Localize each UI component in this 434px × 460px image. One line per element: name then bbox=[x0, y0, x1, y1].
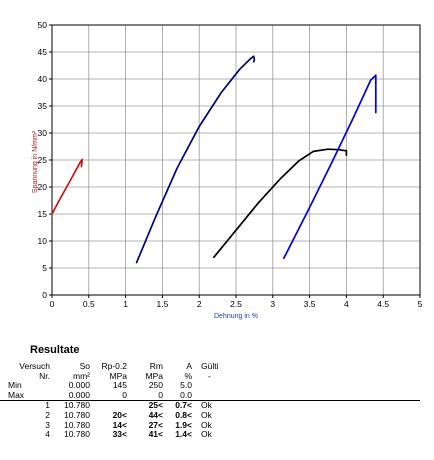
x-tick-label: 0.5 bbox=[83, 299, 95, 309]
y-tick-label: 20 bbox=[38, 182, 48, 192]
results-row-1: 1 10.780 25< 0.7< Ok bbox=[0, 401, 420, 411]
x-tick-label: 3 bbox=[270, 299, 275, 309]
unit-rp: MPa bbox=[109, 370, 127, 381]
results-row-2: 2 10.780 20< 44< 0.8< Ok bbox=[0, 409, 420, 421]
series-line-2 bbox=[135, 55, 256, 264]
row-a: 1.4< bbox=[175, 429, 192, 440]
col-header-versuch: Versuch bbox=[19, 361, 50, 371]
row-a: 0.8< bbox=[175, 409, 192, 420]
x-tick-label: 4 bbox=[344, 299, 349, 309]
max-gueltig bbox=[192, 390, 420, 402]
col-header-rm: Rm bbox=[149, 361, 163, 371]
y-tick-label: 5 bbox=[42, 263, 47, 273]
y-axis-label: Spannung in N/mm² bbox=[32, 130, 39, 193]
unit-a: % bbox=[184, 370, 192, 381]
x-tick-labels: 0 0.5 1 1.5 2 2.5 3 3.5 4 4.5 5 bbox=[50, 299, 423, 309]
row-rm: 44< bbox=[148, 409, 163, 420]
stress-strain-chart: 0 0.5 1 1.5 2 2.5 3 3.5 4 4.5 5 0 5 10 15 20 25 30 35 40 45… bbox=[32, 20, 423, 320]
col-header-rp: Rp-0.2 bbox=[101, 361, 127, 371]
y-tick-label: 40 bbox=[38, 74, 48, 84]
min-label: Min bbox=[8, 380, 22, 391]
series-line-4 bbox=[282, 74, 377, 260]
results-max-row: Max 0.000 0 0 0.0 bbox=[0, 390, 420, 402]
row-rm: 25< bbox=[148, 400, 163, 411]
row-rp: 20< bbox=[112, 409, 127, 420]
x-tick-label: 5 bbox=[418, 299, 423, 309]
col-header-so: So bbox=[79, 361, 90, 371]
min-rp: 145 bbox=[112, 380, 127, 391]
results-title: Resultate bbox=[30, 344, 80, 356]
y-tick-label: 30 bbox=[38, 128, 48, 138]
results-min-row: Min 0.000 145 250 5.0 bbox=[0, 381, 420, 391]
y-tick-label: 35 bbox=[38, 101, 48, 111]
row-so: 10.780 bbox=[64, 429, 90, 440]
row-gueltig: Ok bbox=[201, 400, 212, 411]
col-header-a: A bbox=[186, 361, 192, 371]
x-tick-label: 2.5 bbox=[230, 299, 242, 309]
row-rm: 27< bbox=[148, 419, 163, 430]
results-header-row-2: Nr. mm² MPa MPa % - bbox=[0, 370, 420, 382]
unit-gueltig: - bbox=[208, 370, 211, 381]
row-gueltig: Ok bbox=[201, 409, 212, 420]
max-label: Max bbox=[0, 390, 50, 402]
row-nr: 3 bbox=[45, 419, 50, 430]
y-tick-label: 15 bbox=[38, 209, 48, 219]
row-a: 0.7< bbox=[175, 400, 192, 411]
min-a: 5.0 bbox=[180, 380, 192, 391]
results-table: Versuch So Rp-0.2 Rm A Gülti Nr. mm² MPa… bbox=[0, 361, 420, 440]
y-tick-label: 25 bbox=[38, 155, 48, 165]
row-rp: 33< bbox=[112, 429, 127, 440]
row-rm: 41< bbox=[148, 429, 163, 440]
row-nr: 1 bbox=[45, 400, 50, 411]
chart-grid bbox=[49, 24, 421, 298]
x-tick-label: 1 bbox=[123, 299, 128, 309]
row-gueltig: Ok bbox=[201, 429, 212, 440]
x-tick-label: 4.5 bbox=[377, 299, 389, 309]
col-header-gueltig: Gülti bbox=[201, 361, 219, 371]
max-rm: 0 bbox=[127, 390, 163, 402]
y-tick-label: 0 bbox=[42, 290, 47, 300]
y-tick-label: 50 bbox=[38, 20, 48, 30]
chart-series-group bbox=[51, 55, 377, 264]
plot-frame bbox=[51, 24, 421, 296]
series-line-1 bbox=[51, 158, 84, 215]
row-so: 10.780 bbox=[64, 419, 90, 430]
x-tick-label: 0 bbox=[50, 299, 55, 309]
x-axis-label: Dehnung in % bbox=[214, 313, 258, 320]
y-tick-label: 45 bbox=[38, 47, 48, 57]
unit-rm: MPa bbox=[145, 370, 163, 381]
unit-nr: Nr. bbox=[39, 370, 50, 381]
x-tick-label: 2 bbox=[197, 299, 202, 309]
row-gueltig: Ok bbox=[201, 419, 212, 430]
row-nr: 2 bbox=[45, 409, 50, 420]
min-so: 0.000 bbox=[68, 380, 90, 391]
min-rm: 250 bbox=[148, 380, 163, 391]
row-nr: 4 bbox=[45, 429, 50, 440]
x-tick-label: 1.5 bbox=[156, 299, 168, 309]
series-line-3 bbox=[213, 148, 348, 259]
max-a: 0.0 bbox=[163, 390, 192, 402]
y-tick-label: 10 bbox=[38, 236, 48, 246]
max-so: 0.000 bbox=[50, 390, 90, 402]
results-row-4: 4 10.780 33< 41< 1.4< Ok bbox=[0, 430, 420, 440]
row-a: 1.9< bbox=[175, 419, 192, 430]
results-header-row-1: Versuch So Rp-0.2 Rm A Gülti bbox=[0, 361, 420, 372]
max-rp: 0 bbox=[90, 390, 127, 402]
row-so: 10.780 bbox=[64, 409, 90, 420]
y-tick-labels: 0 5 10 15 20 25 30 35 40 45 50 bbox=[38, 20, 48, 300]
row-so: 10.780 bbox=[64, 400, 90, 411]
x-tick-label: 3.5 bbox=[304, 299, 316, 309]
results-row-3: 3 10.780 14< 27< 1.9< Ok bbox=[0, 419, 420, 431]
row-rp: 14< bbox=[112, 419, 127, 430]
min-gueltig bbox=[192, 381, 420, 391]
unit-so: mm² bbox=[73, 370, 90, 381]
